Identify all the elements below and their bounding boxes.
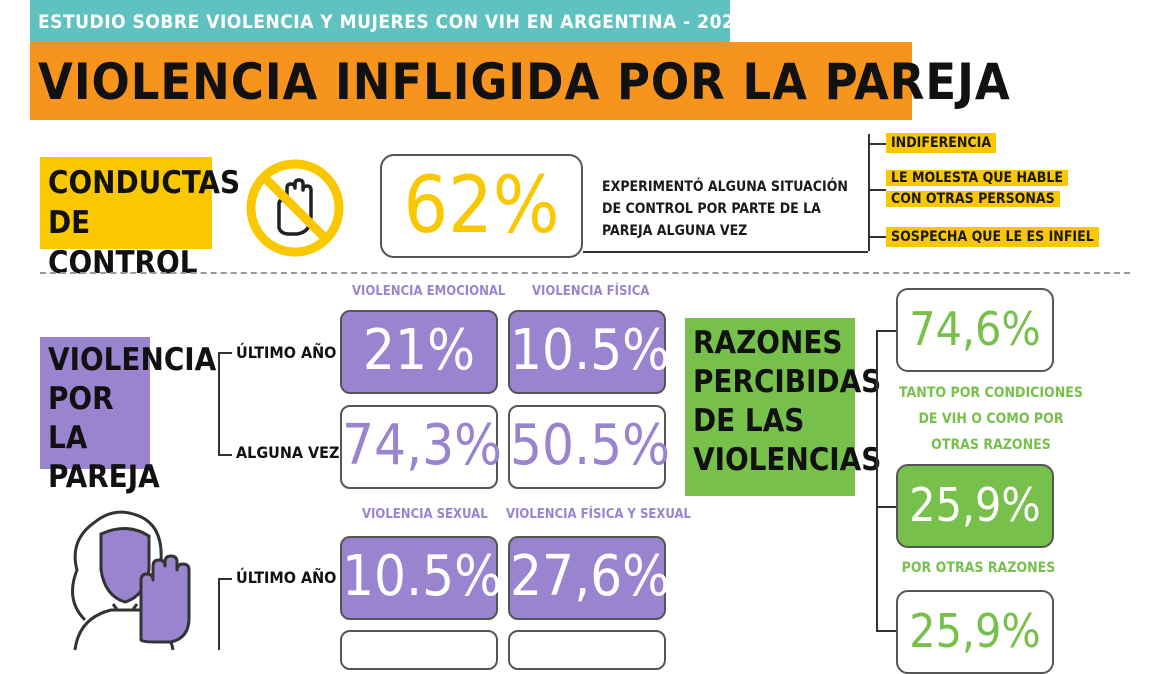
bracket-line — [868, 143, 886, 145]
control-label-line1: CONDUCTAS — [48, 165, 241, 201]
stat-sexual-ever-partial — [340, 630, 498, 670]
control-tag: CON OTRAS PERSONAS — [886, 191, 1060, 207]
reason-stat-other: 25,9% — [896, 464, 1054, 548]
reason-text-line: TANTO POR CONDICIONES — [899, 385, 1083, 401]
reason-text-both: TANTO POR CONDICIONES DE VIH O COMO POR … — [886, 380, 1096, 458]
violence-label-line: PAREJA — [48, 459, 160, 495]
violence-label-line: POR LA — [48, 381, 114, 456]
bracket-line — [876, 506, 896, 508]
control-description: EXPERIMENTÓ ALGUNA SITUACIÓN DE CONTROL … — [602, 179, 848, 239]
reason-text-line: DE VIH O COMO POR — [918, 411, 1064, 427]
stat-emotional-last-year: 21% — [340, 310, 498, 394]
stop-hand-prohibited-icon — [245, 158, 345, 258]
violence-label: VIOLENCIA POR LA PAREJA — [40, 337, 217, 495]
reason-stat-third: 25,9% — [896, 590, 1054, 674]
section-divider — [40, 272, 1130, 274]
stat-physical-sexual-ever-partial — [508, 630, 666, 670]
reasons-label-line: VIOLENCIAS — [693, 442, 882, 478]
column-header-sexual: VIOLENCIA SEXUAL — [362, 507, 488, 522]
bracket-line — [876, 330, 878, 630]
bracket-line — [868, 134, 870, 251]
stat-physical-last-year: 10.5% — [508, 310, 670, 394]
violence-label-line: VIOLENCIA — [48, 342, 217, 378]
control-tag-group: LE MOLESTA QUE HABLE CON OTRAS PERSONAS — [886, 168, 1069, 210]
stat-physical-ever: 50.5% — [508, 405, 670, 489]
column-header-physical-sexual: VIOLENCIA FÍSICA Y SEXUAL — [506, 507, 692, 522]
reason-text-other: POR OTRAS RAZONES — [901, 560, 1056, 576]
stat-sexual-last-year: 10.5% — [340, 536, 502, 620]
reasons-label-line: PERCIBIDAS — [693, 364, 882, 400]
reasons-label-line: RAZONES — [693, 325, 843, 361]
control-label-line2: DE CONTROL — [48, 205, 198, 281]
bracket-line — [218, 352, 220, 454]
control-tag: INDIFERENCIA — [886, 133, 997, 153]
control-tag: LE MOLESTA QUE HABLE — [886, 170, 1069, 186]
row-label-ever: ALGUNA VEZ — [236, 443, 340, 462]
bracket-line — [218, 352, 232, 354]
bracket-line — [876, 630, 896, 632]
bracket-line — [868, 189, 886, 191]
page-title: VIOLENCIA INFLIGIDA POR LA PAREJA — [30, 42, 1010, 120]
bracket-line — [876, 330, 896, 332]
bracket-line — [218, 454, 232, 456]
row-label-last-year: ÚLTIMO AÑO — [236, 343, 337, 362]
bracket-line — [868, 236, 886, 238]
stat-emotional-ever: 74,3% — [340, 405, 502, 489]
bracket-line — [218, 578, 232, 580]
control-tag: SOSPECHA QUE LE ES INFIEL — [886, 227, 1099, 247]
reasons-label: RAZONES PERCIBIDAS DE LAS VIOLENCIAS — [685, 318, 882, 496]
reason-text-line: OTRAS RAZONES — [931, 437, 1051, 453]
column-header-physical: VIOLENCIA FÍSICA — [532, 284, 650, 299]
woman-stop-hand-icon — [55, 500, 200, 651]
bracket-line — [218, 578, 220, 650]
reason-stat-both: 74,6% — [896, 288, 1054, 372]
bracket-line — [583, 251, 868, 253]
stat-physical-sexual-last-year: 27,6% — [508, 536, 670, 620]
subtitle-bar: ESTUDIO SOBRE VIOLENCIA Y MUJERES CON VI… — [30, 0, 746, 42]
column-header-emotional: VIOLENCIA EMOCIONAL — [352, 284, 506, 299]
control-label: CONDUCTAS DE CONTROL — [40, 157, 241, 281]
row-label-last-year: ÚLTIMO AÑO — [236, 568, 337, 587]
reasons-label-line: DE LAS — [693, 403, 805, 439]
control-percent-box: 62% — [380, 154, 583, 258]
